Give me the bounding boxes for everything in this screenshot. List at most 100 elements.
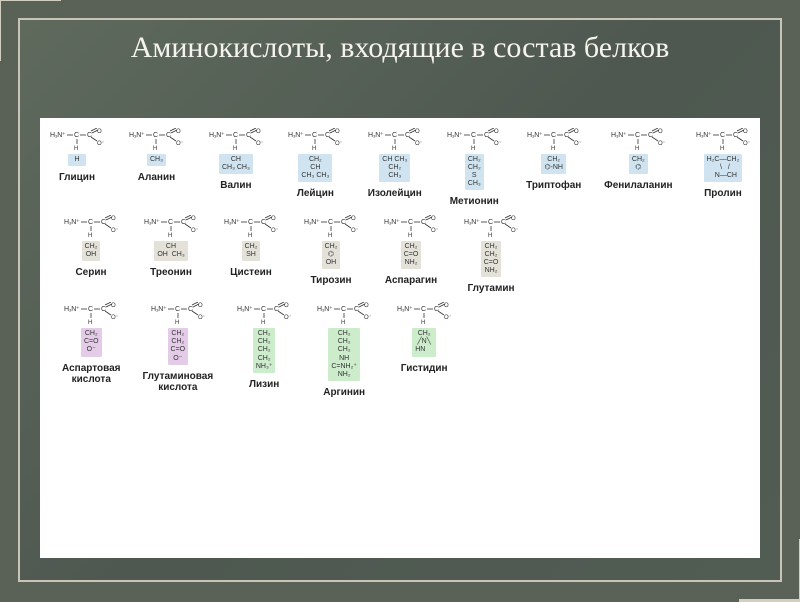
backbone: H₃N⁺CCOO⁻H [222,215,280,239]
svg-text:C: C [434,306,439,313]
svg-text:H₃N⁺: H₃N⁺ [151,306,167,313]
amino-acid-name: Лизин [249,379,279,390]
structure: H₃N⁺CCOO⁻HCH₂ C=O NH₂ [382,215,440,269]
svg-text:O⁻: O⁻ [335,141,342,147]
amino-acid-name: Глутаминовая кислота [143,371,214,393]
structure: H₃N⁺CCOO⁻HCH₂ C=O O⁻ [62,302,120,356]
amino-acid-name: Изолейцин [368,188,422,199]
svg-text:H: H [328,233,332,237]
svg-text:O⁻: O⁻ [256,141,263,147]
svg-text:C: C [88,219,93,226]
svg-text:O⁻: O⁻ [431,228,438,234]
amino-acid: H₃N⁺CCOO⁻HH₂C—CH₂ \ / N—CHПролин [694,128,752,207]
amino-acid-name: Цистеин [230,267,272,278]
svg-text:H₃N⁺: H₃N⁺ [224,219,240,226]
svg-text:C: C [405,132,410,139]
svg-text:H: H [168,233,172,237]
svg-text:H₃N⁺: H₃N⁺ [384,219,400,226]
svg-text:O⁻: O⁻ [284,315,291,321]
structure: H₃N⁺CCOO⁻HCH CH₃ CH₂ CH₃ [366,128,424,182]
svg-text:C: C [168,219,173,226]
backbone: H₃N⁺CCOO⁻H [62,215,120,239]
amino-acid: H₃N⁺CCOO⁻HCH₂ CH CH₃ CH₃Лейцин [286,128,344,207]
amino-acid-name: Аспартовая кислота [62,363,121,385]
amino-acid: H₃N⁺CCOO⁻HCH₂ CH₂ C=O O⁻Глутаминовая кис… [143,302,214,397]
svg-text:H: H [88,320,92,324]
svg-text:C: C [233,132,238,139]
slide-frame: Аминокислоты, входящие в состав белков H… [18,18,782,582]
svg-text:O: O [335,129,340,135]
amino-acid-name: Пролин [704,188,742,199]
r-group: CH₂ CH₂ S CH₃ [465,154,484,190]
svg-text:O: O [176,129,181,135]
svg-text:H: H [88,233,92,237]
amino-acid-name: Фенилаланин [604,180,672,191]
amino-acid: H₃N⁺CCOO⁻HCH₂ CH₂ C=O NH₂Глутамин [462,215,520,294]
svg-text:C: C [175,306,180,313]
backbone: H₃N⁺CCOO⁻H [286,128,344,152]
svg-text:C: C [484,132,489,139]
svg-text:C: C [635,132,640,139]
svg-text:O⁻: O⁻ [364,315,371,321]
svg-text:O: O [658,129,663,135]
svg-text:O⁻: O⁻ [111,315,118,321]
backbone: H₃N⁺CCOO⁻H [62,302,120,326]
r-group: H₂C—CH₂ \ / N—CH [704,154,743,182]
svg-text:C: C [166,132,171,139]
amino-acid: H₃N⁺CCOO⁻HCH₂ C=O NH₂ Аспарагин [382,215,440,294]
amino-acid: H₃N⁺CCOO⁻HCH₂ ⌬Фенилаланин [604,128,672,207]
amino-acid-name: Лейцин [297,188,334,199]
svg-text:C: C [501,219,506,226]
r-group: CH₂ CH CH₃ CH₃ [298,154,332,182]
svg-text:C: C [341,219,346,226]
amino-acid-name: Глицин [59,172,95,183]
svg-text:H₃N⁺: H₃N⁺ [447,132,463,139]
backbone: H₃N⁺CCOO⁻H [302,215,360,239]
structure: H₃N⁺CCOO⁻HH [48,128,106,166]
amino-acid-name: Тирозин [310,275,351,286]
svg-text:H₃N⁺: H₃N⁺ [64,219,80,226]
amino-acid-name: Аспарагин [385,275,437,286]
svg-text:H₃N⁺: H₃N⁺ [64,306,80,313]
backbone: H₃N⁺CCOO⁻H [366,128,424,152]
svg-text:O⁻: O⁻ [198,315,205,321]
svg-text:O: O [574,129,579,135]
svg-text:H₃N⁺: H₃N⁺ [317,306,333,313]
amino-acid: H₃N⁺CCOO⁻HCH CH₃ CH₃Валин [207,128,265,207]
svg-text:C: C [312,132,317,139]
svg-text:H: H [341,320,345,324]
backbone: H₃N⁺CCOO⁻H [462,215,520,239]
svg-text:O⁻: O⁻ [97,141,104,147]
svg-text:H: H [392,146,396,150]
svg-text:C: C [261,306,266,313]
r-group: CH₂ ⌬ OH [322,241,341,269]
amino-acid-name: Триптофан [526,180,581,191]
svg-text:C: C [328,219,333,226]
amino-acid: H₃N⁺CCOO⁻HCH₂ CH₂ S CH₃Метионин [445,128,503,207]
svg-text:C: C [181,219,186,226]
structure: H₃N⁺CCOO⁻HCH₂ CH₂ S CH₃ [445,128,503,190]
svg-text:H₃N⁺: H₃N⁺ [397,306,413,313]
amino-acid: H₃N⁺CCOO⁻HCH CH₃ CH₂ CH₃Изолейцин [366,128,424,207]
svg-text:C: C [564,132,569,139]
structure: H₃N⁺CCOO⁻HCH₂ ╱N╲ HN [395,302,453,356]
r-group: CH₂ C=O O⁻ [81,328,102,356]
svg-text:C: C [87,132,92,139]
svg-text:O: O [415,129,420,135]
svg-text:C: C [341,306,346,313]
svg-text:O⁻: O⁻ [658,141,665,147]
svg-text:H₃N⁺: H₃N⁺ [288,132,304,139]
svg-text:C: C [274,306,279,313]
amino-acid: H₃N⁺CCOO⁻HCH₂ ⌬ OHТирозин [302,215,360,294]
svg-text:C: C [551,132,556,139]
amino-acid-name: Серин [75,267,106,278]
svg-text:H: H [312,146,316,150]
svg-text:H: H [153,146,157,150]
r-group: CH₂ ⌬-NH [541,154,566,174]
amino-acid: H₃N⁺CCOO⁻HCH OH CH₃Треонин [142,215,200,294]
amino-acid: H₃N⁺CCOO⁻HH Глицин [48,128,106,207]
svg-text:C: C [648,132,653,139]
svg-text:H₃N⁺: H₃N⁺ [696,132,712,139]
r-group: CH₃ [147,154,166,166]
svg-text:H₃N⁺: H₃N⁺ [144,219,160,226]
